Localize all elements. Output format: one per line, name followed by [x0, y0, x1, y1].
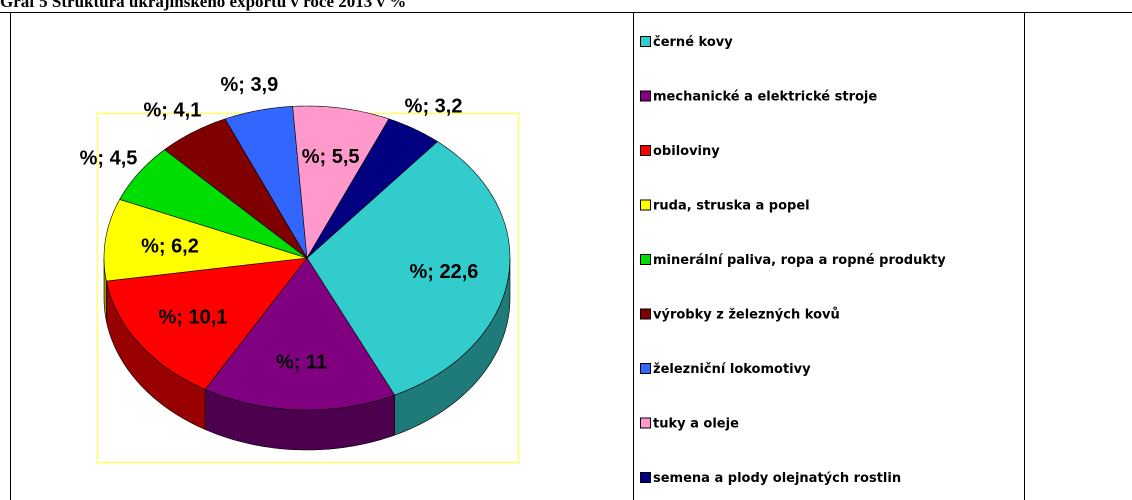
pie-slice: [119, 149, 308, 259]
data-label: %; 3,2: [405, 96, 463, 118]
legend-swatch: [640, 363, 651, 374]
data-label: %; 5,5: [302, 146, 360, 168]
pie-slice: [306, 141, 511, 396]
legend-swatch: [640, 472, 651, 483]
legend-label: obiloviny: [653, 144, 720, 159]
legend-swatch: [640, 417, 651, 429]
legend-swatch: [640, 199, 651, 211]
pie-slice: [105, 257, 308, 390]
legend-label: tuky a oleje: [653, 417, 739, 432]
legend-label: ruda, struska a popel: [653, 199, 810, 214]
legend-label: výrobky z železných kovů: [653, 308, 840, 323]
pie-slice: [164, 118, 308, 259]
legend-box: [633, 12, 1025, 500]
legend-swatch: [640, 90, 651, 102]
pie-slice: [103, 199, 308, 282]
chart-title: Graf 5 Struktura ukrajinského exportu v …: [0, 0, 406, 11]
legend-label: semena a plody olejnatých rostlin: [653, 471, 901, 486]
data-label: %; 3,9: [220, 74, 278, 96]
legend-label: minerální paliva, ropa a ropné produkty: [653, 253, 946, 268]
legend-swatch: [640, 145, 651, 156]
data-label: %; 4,1: [144, 100, 202, 122]
legend-label: černé kovy: [653, 35, 733, 50]
data-label: %; 22,6: [409, 261, 478, 283]
data-label: %; 11: [276, 351, 327, 373]
legend-label: železniční lokomotivy: [653, 362, 811, 377]
pie-slice: [224, 106, 308, 259]
pie-slice: [306, 118, 438, 259]
legend-swatch: [640, 254, 651, 265]
pie-slice: [292, 105, 390, 259]
data-label: %; 4,5: [80, 148, 138, 170]
pie-slice: [204, 257, 396, 411]
legend-label: mechanické a elektrické stroje: [653, 90, 877, 105]
data-label: %; 6,2: [141, 235, 199, 257]
legend-swatch: [640, 36, 651, 47]
legend-swatch: [640, 308, 651, 320]
data-label: %; 10,1: [159, 306, 228, 328]
